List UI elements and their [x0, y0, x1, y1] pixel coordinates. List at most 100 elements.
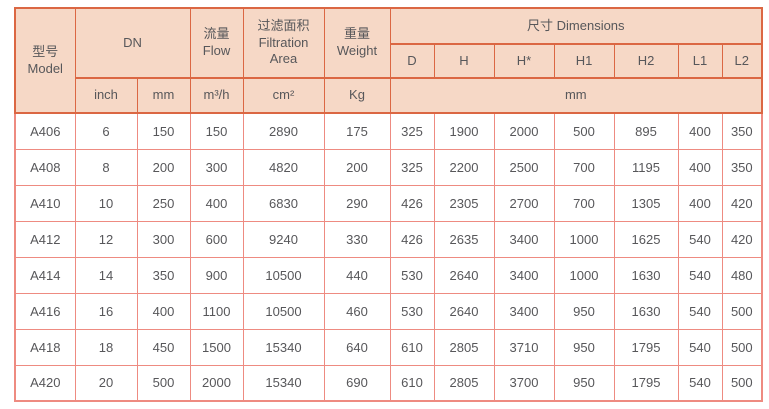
value-cell: 2805	[433, 364, 495, 402]
header-row-groups: 型号 Model DN 流量 Flow 过滤面积 Filtration Area…	[14, 7, 763, 114]
col-header-dimensions: 尺寸 Dimensions	[389, 7, 763, 45]
value-cell: 15340	[242, 328, 325, 366]
value-cell: 350	[721, 148, 764, 186]
value-cell: 2305	[433, 184, 495, 222]
dim-column-header: H*	[493, 43, 555, 79]
model-cell: A414	[14, 256, 76, 294]
value-cell: 600	[189, 220, 244, 258]
unit-header-flow: m³/h	[189, 77, 244, 114]
value-cell: 426	[389, 220, 435, 258]
value-cell: 15340	[242, 364, 325, 402]
value-cell: 400	[189, 184, 244, 222]
value-cell: 2500	[493, 148, 555, 186]
value-cell: 2000	[493, 112, 555, 150]
flow-header-zh: 流量	[203, 26, 230, 42]
value-cell: 3400	[493, 256, 555, 294]
unit-header-weight: Kg	[323, 77, 391, 114]
model-cell: A410	[14, 184, 76, 222]
value-cell: 1625	[613, 220, 679, 258]
filtration-header-en: Filtration Area	[258, 34, 309, 67]
value-cell: 10500	[242, 292, 325, 330]
value-cell: 540	[677, 220, 723, 258]
value-cell: 2635	[433, 220, 495, 258]
value-cell: 16	[74, 292, 138, 330]
value-cell: 200	[323, 148, 391, 186]
value-cell: 500	[721, 292, 764, 330]
unit-header-dimensions-mm: mm	[389, 77, 763, 114]
value-cell: 1000	[553, 220, 615, 258]
value-cell: 540	[677, 364, 723, 402]
value-cell: 640	[323, 328, 391, 366]
value-cell: 300	[136, 220, 191, 258]
value-cell: 700	[553, 148, 615, 186]
value-cell: 500	[721, 364, 764, 402]
value-cell: 250	[136, 184, 191, 222]
filter-specifications-table: 型号 Model DN 流量 Flow 过滤面积 Filtration Area…	[14, 7, 764, 402]
value-cell: 1900	[433, 112, 495, 150]
value-cell: 440	[323, 256, 391, 294]
value-cell: 1500	[189, 328, 244, 366]
value-cell: 610	[389, 328, 435, 366]
value-cell: 950	[553, 292, 615, 330]
table-row: A416 16 400 1100 10500 460 530 2640 3400 950 1630 5…	[14, 292, 764, 330]
value-cell: 2200	[433, 148, 495, 186]
dim-column-header: L2	[721, 43, 763, 79]
value-cell: 400	[677, 184, 723, 222]
value-cell: 6	[74, 112, 138, 150]
value-cell: 6830	[242, 184, 325, 222]
value-cell: 350	[136, 256, 191, 294]
col-header-dn: DN	[74, 7, 191, 79]
value-cell: 1795	[613, 328, 679, 366]
value-cell: 175	[323, 112, 391, 150]
value-cell: 950	[553, 328, 615, 366]
table-row: A418 18 450 1500 15340 640 610 2805 3710 950 1795 5…	[14, 328, 764, 366]
value-cell: 690	[323, 364, 391, 402]
value-cell: 540	[677, 328, 723, 366]
value-cell: 2640	[433, 292, 495, 330]
value-cell: 3700	[493, 364, 555, 402]
value-cell: 700	[553, 184, 615, 222]
value-cell: 2805	[433, 328, 495, 366]
table-row: A414 14 350 900 10500 440 530 2640 3400 1000 1630 5…	[14, 256, 764, 294]
value-cell: 900	[189, 256, 244, 294]
value-cell: 2000	[189, 364, 244, 402]
col-header-flow: 流量 Flow	[189, 7, 244, 79]
col-header-weight: 重量 Weight	[323, 7, 391, 79]
value-cell: 540	[677, 292, 723, 330]
value-cell: 895	[613, 112, 679, 150]
value-cell: 3710	[493, 328, 555, 366]
value-cell: 3400	[493, 292, 555, 330]
value-cell: 10500	[242, 256, 325, 294]
value-cell: 325	[389, 148, 435, 186]
table-body: A406 6 150 150 2890 175 325 1900 2000 500 895 400 35…	[14, 112, 764, 402]
dim-column-header: L1	[677, 43, 723, 79]
dim-column-header: D	[389, 43, 435, 79]
unit-header-inch: inch	[74, 77, 138, 114]
value-cell: 400	[677, 148, 723, 186]
header-row-dimension-columns: D H H* H1 H2 L1 L2	[15, 43, 763, 79]
value-cell: 950	[553, 364, 615, 402]
model-cell: A420	[14, 364, 76, 402]
value-cell: 20	[74, 364, 138, 402]
value-cell: 1305	[613, 184, 679, 222]
value-cell: 610	[389, 364, 435, 402]
model-cell: A408	[14, 148, 76, 186]
filtration-header-zh: 过滤面积	[257, 17, 310, 33]
model-cell: A416	[14, 292, 76, 330]
value-cell: 1630	[613, 292, 679, 330]
value-cell: 325	[389, 112, 435, 150]
value-cell: 530	[389, 256, 435, 294]
value-cell: 1630	[613, 256, 679, 294]
value-cell: 450	[136, 328, 191, 366]
value-cell: 2890	[242, 112, 325, 150]
value-cell: 2700	[493, 184, 555, 222]
table-row: A412 12 300 600 9240 330 426 2635 3400 1000 1625 54…	[14, 220, 764, 258]
value-cell: 540	[677, 256, 723, 294]
value-cell: 400	[136, 292, 191, 330]
value-cell: 12	[74, 220, 138, 258]
unit-header-area: cm²	[242, 77, 325, 114]
value-cell: 420	[721, 184, 764, 222]
table-row: A420 20 500 2000 15340 690 610 2805 3700 950 1795 5…	[14, 364, 764, 402]
value-cell: 400	[677, 112, 723, 150]
